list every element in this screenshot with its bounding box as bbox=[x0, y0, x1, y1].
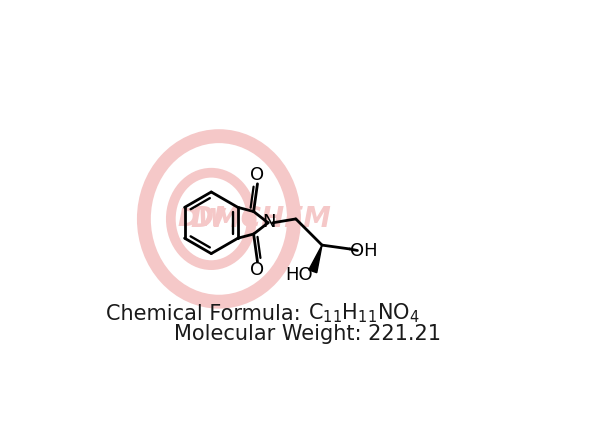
Text: OH: OH bbox=[350, 241, 377, 260]
Text: HO: HO bbox=[285, 266, 313, 284]
Text: O: O bbox=[250, 166, 265, 184]
Text: Chemical Formula:: Chemical Formula: bbox=[106, 304, 308, 324]
Text: DW: DW bbox=[178, 207, 226, 231]
Polygon shape bbox=[309, 245, 322, 273]
Text: O: O bbox=[250, 261, 265, 279]
Text: DMCHEM: DMCHEM bbox=[191, 205, 332, 233]
Text: $\mathregular{C_{11}H_{11}NO_4}$: $\mathregular{C_{11}H_{11}NO_4}$ bbox=[308, 302, 419, 325]
Text: N: N bbox=[262, 213, 275, 231]
Text: Molecular Weight: 221.21: Molecular Weight: 221.21 bbox=[174, 324, 441, 344]
